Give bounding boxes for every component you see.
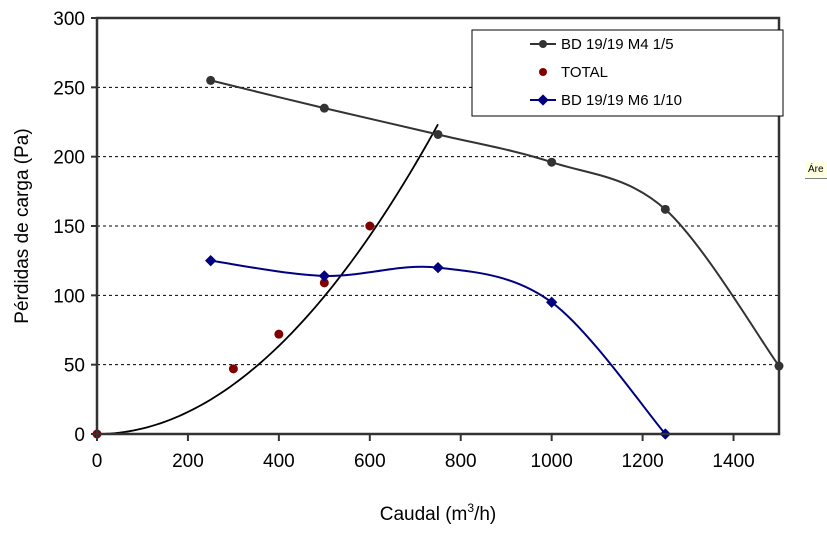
- point-total: [274, 329, 284, 339]
- x-tick-label: 600: [354, 451, 386, 472]
- y-tick-label: 100: [53, 286, 85, 307]
- point-bd-19-19-m4-1-5: [433, 129, 443, 139]
- axes: [91, 16, 781, 441]
- tick-labels: 0 50 100 150 200 250 300 0 200 400 600 800 1000 1200 1…: [53, 9, 754, 472]
- point-total: [228, 364, 238, 374]
- series-lines: [210, 79, 780, 435]
- x-tick-label: 1400: [712, 451, 754, 472]
- point-bd-19-19-m4-1-5: [319, 103, 329, 113]
- point-bd-19-19-m6-1-10: [432, 261, 444, 274]
- legend-marker-m4: [539, 40, 547, 48]
- y-tick-label: 0: [74, 425, 85, 446]
- legend-label-m6: BD 19/19 M6 1/10: [561, 92, 682, 109]
- y-tick-label: 250: [53, 78, 85, 99]
- y-tick-label: 50: [64, 356, 85, 377]
- total-trendline-group: [96, 123, 439, 435]
- x-tick-label: 1000: [531, 451, 573, 472]
- y-axis-title: Pérdidas de carga (Pa): [12, 128, 33, 323]
- comment-tooltip: Áre: [805, 162, 827, 179]
- point-bd-19-19-m6-1-10: [318, 270, 330, 282]
- trendline-total: [96, 123, 439, 435]
- point-bd-19-19-m6-1-10: [205, 255, 217, 267]
- series-markers: [92, 75, 784, 440]
- x-tick-label: 400: [263, 451, 295, 472]
- legend-entry-m4: BD 19/19 M4 1/5: [530, 36, 674, 53]
- point-bd-19-19-m4-1-5: [547, 157, 557, 167]
- gridlines: [97, 86, 779, 366]
- x-axis-title: Caudal (m3/h): [380, 501, 497, 525]
- y-tick-label: 150: [53, 217, 85, 238]
- point-total: [365, 221, 375, 231]
- series-line-bd-19-19-m4-1-5: [210, 79, 780, 367]
- legend: BD 19/19 M4 1/5 TOTAL BD 19/19 M6 1/10: [471, 29, 784, 117]
- series-line-bd-19-19-m6-1-10: [210, 259, 667, 435]
- legend-label-total: TOTAL: [561, 64, 608, 81]
- legend-box: [471, 29, 784, 117]
- legend-label-m4: BD 19/19 M4 1/5: [561, 36, 674, 53]
- legend-entry-total: TOTAL: [539, 64, 608, 81]
- x-tick-label: 800: [445, 451, 477, 472]
- x-tick-label: 0: [92, 451, 103, 472]
- point-bd-19-19-m4-1-5: [206, 75, 216, 85]
- legend-marker-total: [539, 68, 547, 76]
- y-tick-label: 300: [53, 9, 85, 30]
- point-bd-19-19-m4-1-5: [660, 204, 670, 214]
- x-tick-label: 200: [172, 451, 204, 472]
- x-tick-label: 1200: [621, 451, 663, 472]
- y-tick-label: 200: [53, 148, 85, 169]
- point-bd-19-19-m6-1-10: [546, 296, 558, 308]
- point-total: [319, 278, 329, 288]
